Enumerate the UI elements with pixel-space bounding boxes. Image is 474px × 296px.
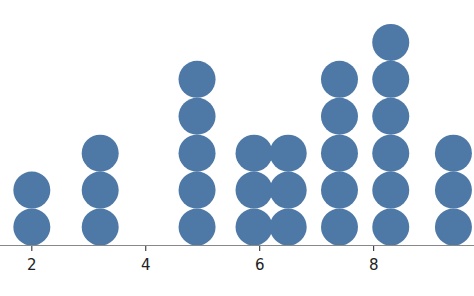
svg-text:2: 2 — [27, 256, 37, 274]
svg-text:6: 6 — [255, 256, 265, 274]
svg-text:4: 4 — [141, 256, 151, 274]
svg-text:8: 8 — [369, 256, 379, 274]
